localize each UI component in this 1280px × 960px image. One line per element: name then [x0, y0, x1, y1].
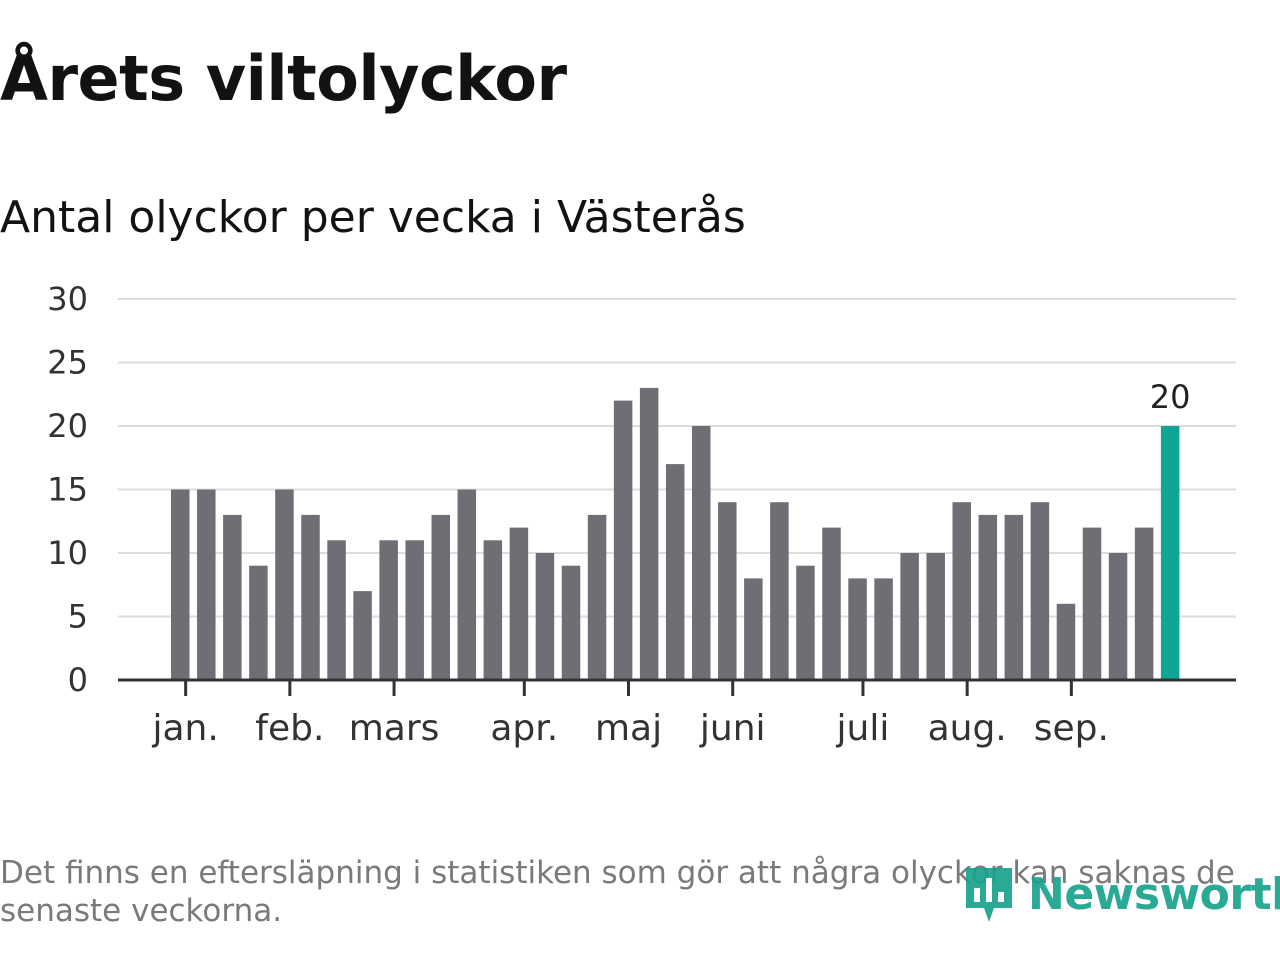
y-tick-label: 10: [47, 534, 88, 572]
bar: [926, 553, 945, 680]
bar: [275, 489, 294, 680]
bar: [327, 540, 346, 680]
x-tick-label: apr.: [490, 708, 558, 749]
x-tick-label: juni: [699, 708, 766, 749]
bar: [874, 578, 893, 680]
bar: [353, 591, 372, 680]
x-tick-label: feb.: [255, 708, 324, 749]
newsworthy-logo-icon: [966, 868, 1012, 922]
bar: [379, 540, 398, 680]
bar: [535, 553, 555, 680]
x-tick-label: sep.: [1034, 708, 1109, 749]
bar: [978, 514, 998, 680]
bar: [1056, 603, 1076, 680]
bar: [718, 502, 737, 680]
bar: [249, 565, 268, 680]
bar: [744, 578, 763, 680]
chart-subtitle: Antal olyckor per vecka i Västerås: [0, 192, 746, 243]
bar: [301, 514, 320, 680]
bar: [822, 527, 841, 680]
x-tick-label: aug.: [928, 708, 1007, 749]
brand-logo: Newsworthy: [964, 864, 1280, 924]
x-axis: jan. feb. mars apr. maj juni juli aug. sep.: [118, 678, 1236, 749]
bar: [509, 527, 529, 680]
x-tick-label: maj: [595, 708, 662, 749]
bar: [1082, 527, 1102, 680]
bar: [171, 489, 190, 680]
bar-highlight: [1160, 426, 1180, 680]
data-label: 20: [1150, 378, 1191, 416]
y-tick-label: 20: [47, 407, 88, 445]
y-tick-label: 25: [47, 344, 88, 382]
bar: [431, 514, 450, 680]
bar: [770, 502, 789, 680]
bar: [613, 400, 633, 680]
bar: [1134, 527, 1154, 680]
bar: [561, 565, 581, 680]
bar: [639, 387, 659, 680]
y-tick-label: 0: [68, 661, 88, 699]
x-tick-label: mars: [349, 708, 440, 749]
y-tick-label: 5: [68, 598, 88, 636]
bar: [665, 464, 685, 680]
y-axis: 0 5 10 15 20 25 30: [47, 280, 88, 699]
footnote: Det finns en eftersläpning i statistiken…: [0, 855, 1235, 929]
bar: [457, 489, 477, 680]
bar: [483, 540, 503, 680]
bar: [197, 489, 216, 680]
bar: [952, 502, 971, 680]
x-tick-label: juli: [836, 708, 890, 749]
bars: [171, 387, 1180, 680]
bar: [1108, 553, 1128, 680]
brand-name: Newsworthy: [1028, 868, 1280, 920]
bar: [848, 578, 867, 680]
bar: [1030, 502, 1050, 680]
x-tick-label: jan.: [151, 708, 218, 749]
data-labels: 20: [1150, 378, 1191, 416]
chart-title: Årets viltolyckor: [0, 42, 567, 115]
bar: [1004, 514, 1024, 680]
y-tick-label: 30: [47, 280, 88, 318]
bar: [405, 540, 424, 680]
bar: [900, 553, 919, 680]
y-tick-label: 15: [47, 471, 88, 509]
bar: [692, 426, 711, 680]
bar: [223, 514, 242, 680]
bar: [796, 565, 815, 680]
bar: [587, 514, 607, 680]
